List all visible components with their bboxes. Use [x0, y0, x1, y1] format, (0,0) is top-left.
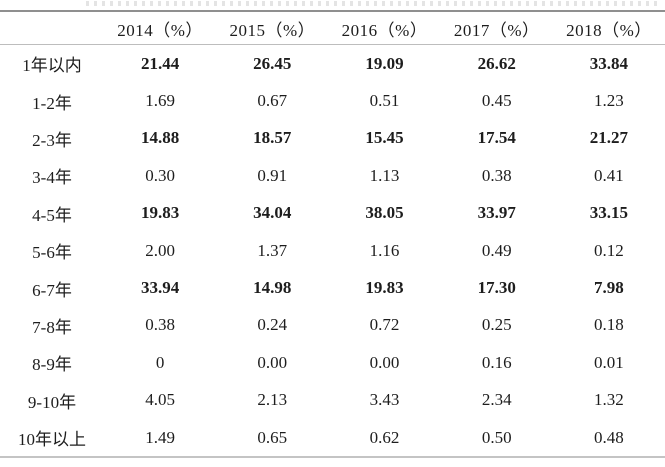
cell-value: 0.18	[594, 315, 624, 335]
cell-value: 15.45	[365, 128, 404, 148]
column-header-2015: 2015（%）	[229, 20, 316, 40]
cell-value: 0.50	[481, 427, 512, 447]
data-table: 2014（%） 2015（%） 2016（%） 2017（%） 2018（%） …	[0, 10, 665, 459]
row-label: 3-4年	[32, 168, 72, 188]
column-header-2018: 2018（%）	[566, 20, 652, 40]
table-row: 6-7年 33.94 14.98 19.83 17.30 7.98	[0, 269, 665, 306]
cell-value: 1.16	[369, 240, 400, 260]
cell-value: 0.24	[257, 315, 288, 335]
cell-value: 0.25	[481, 315, 512, 335]
cell-value: 0.48	[594, 427, 624, 447]
column-header-2017: 2017（%）	[453, 20, 540, 40]
cell-value: 2.00	[145, 240, 175, 260]
cell-value: 0.00	[369, 352, 400, 372]
cell-value: 0.49	[481, 240, 512, 260]
table-row: 10年以上 1.49 0.65 0.62 0.50 0.48	[0, 419, 665, 456]
row-label: 10年以上	[18, 430, 86, 450]
cell-value: 4.05	[145, 390, 175, 410]
table-row: 7-8年 0.38 0.24 0.72 0.25 0.18	[0, 307, 665, 344]
cell-value: 14.98	[253, 278, 292, 298]
table-row: 9-10年 4.05 2.13 3.43 2.34 1.32	[0, 382, 665, 419]
cell-value: 1.23	[594, 91, 624, 111]
cell-value: 1.13	[369, 165, 400, 185]
cell-value: 0.01	[594, 352, 624, 372]
cell-value: 0.41	[594, 165, 624, 185]
cell-value: 0.72	[369, 315, 400, 335]
cell-value: 33.94	[140, 278, 180, 298]
cell-value: 0.91	[257, 165, 288, 185]
cell-value: 0.00	[257, 352, 288, 372]
cell-value: 0.51	[369, 91, 400, 111]
row-label: 8-9年	[32, 355, 72, 375]
row-label: 2-3年	[32, 130, 72, 150]
row-label: 4-5年	[32, 205, 72, 225]
cell-value: 7.98	[594, 278, 624, 298]
cell-value: 19.09	[365, 53, 404, 73]
cell-value: 34.04	[253, 203, 292, 223]
cell-value: 38.05	[365, 203, 404, 223]
cell-value: 1.37	[257, 240, 288, 260]
table-row: 4-5年 19.83 34.04 38.05 33.97 33.15	[0, 195, 665, 232]
cell-value: 33.97	[477, 203, 516, 223]
column-header-2014: 2014（%）	[117, 20, 203, 40]
cell-value: 2.13	[257, 390, 288, 410]
cell-value: 1.49	[145, 427, 175, 447]
cell-value: 21.27	[589, 128, 629, 148]
cell-value: 19.83	[365, 278, 404, 298]
cell-value: 33.15	[589, 203, 629, 223]
table-row: 3-4年 0.30 0.91 1.13 0.38 0.41	[0, 157, 665, 194]
cell-value: 14.88	[140, 128, 180, 148]
cell-value: 0.67	[257, 91, 288, 111]
cell-value: 0.65	[257, 427, 288, 447]
column-header-2016: 2016（%）	[341, 20, 428, 40]
table-row: 8-9年 0 0.00 0.00 0.16 0.01	[0, 344, 665, 381]
cell-value: 0.16	[481, 352, 512, 372]
cell-value: 3.43	[369, 390, 400, 410]
cell-value: 0.45	[481, 91, 512, 111]
row-label: 1年以内	[22, 56, 82, 76]
cell-value: 21.44	[140, 53, 180, 73]
cell-value: 2.34	[481, 390, 512, 410]
row-label: 1-2年	[32, 93, 72, 113]
cropped-caption-remnant	[86, 1, 657, 6]
cell-value: 19.83	[140, 203, 180, 223]
cell-value: 26.45	[253, 53, 292, 73]
row-label: 6-7年	[32, 280, 72, 300]
cell-value: 26.62	[477, 53, 516, 73]
row-label: 7-8年	[32, 317, 72, 337]
row-label: 9-10年	[27, 392, 77, 412]
cell-value: 0	[155, 352, 165, 372]
cell-value: 1.69	[145, 91, 175, 111]
cell-value: 0.12	[594, 240, 624, 260]
table-row: 1年以内 21.44 26.45 19.09 26.62 33.84	[0, 45, 665, 82]
table-row: 1-2年 1.69 0.67 0.51 0.45 1.23	[0, 82, 665, 119]
cell-value: 17.54	[477, 128, 516, 148]
table-row: 5-6年 2.00 1.37 1.16 0.49 0.12	[0, 232, 665, 269]
row-label: 5-6年	[32, 243, 72, 263]
table-row: 2-3年 14.88 18.57 15.45 17.54 21.27	[0, 120, 665, 157]
table-header-row: 2014（%） 2015（%） 2016（%） 2017（%） 2018（%）	[0, 12, 665, 45]
cell-value: 0.62	[369, 427, 400, 447]
cell-value: 0.38	[145, 315, 175, 335]
cell-value: 17.30	[477, 278, 516, 298]
cell-value: 0.38	[481, 165, 512, 185]
cell-value: 1.32	[594, 390, 624, 410]
cell-value: 33.84	[589, 53, 629, 73]
cell-value: 0.30	[145, 165, 175, 185]
cell-value: 18.57	[253, 128, 292, 148]
